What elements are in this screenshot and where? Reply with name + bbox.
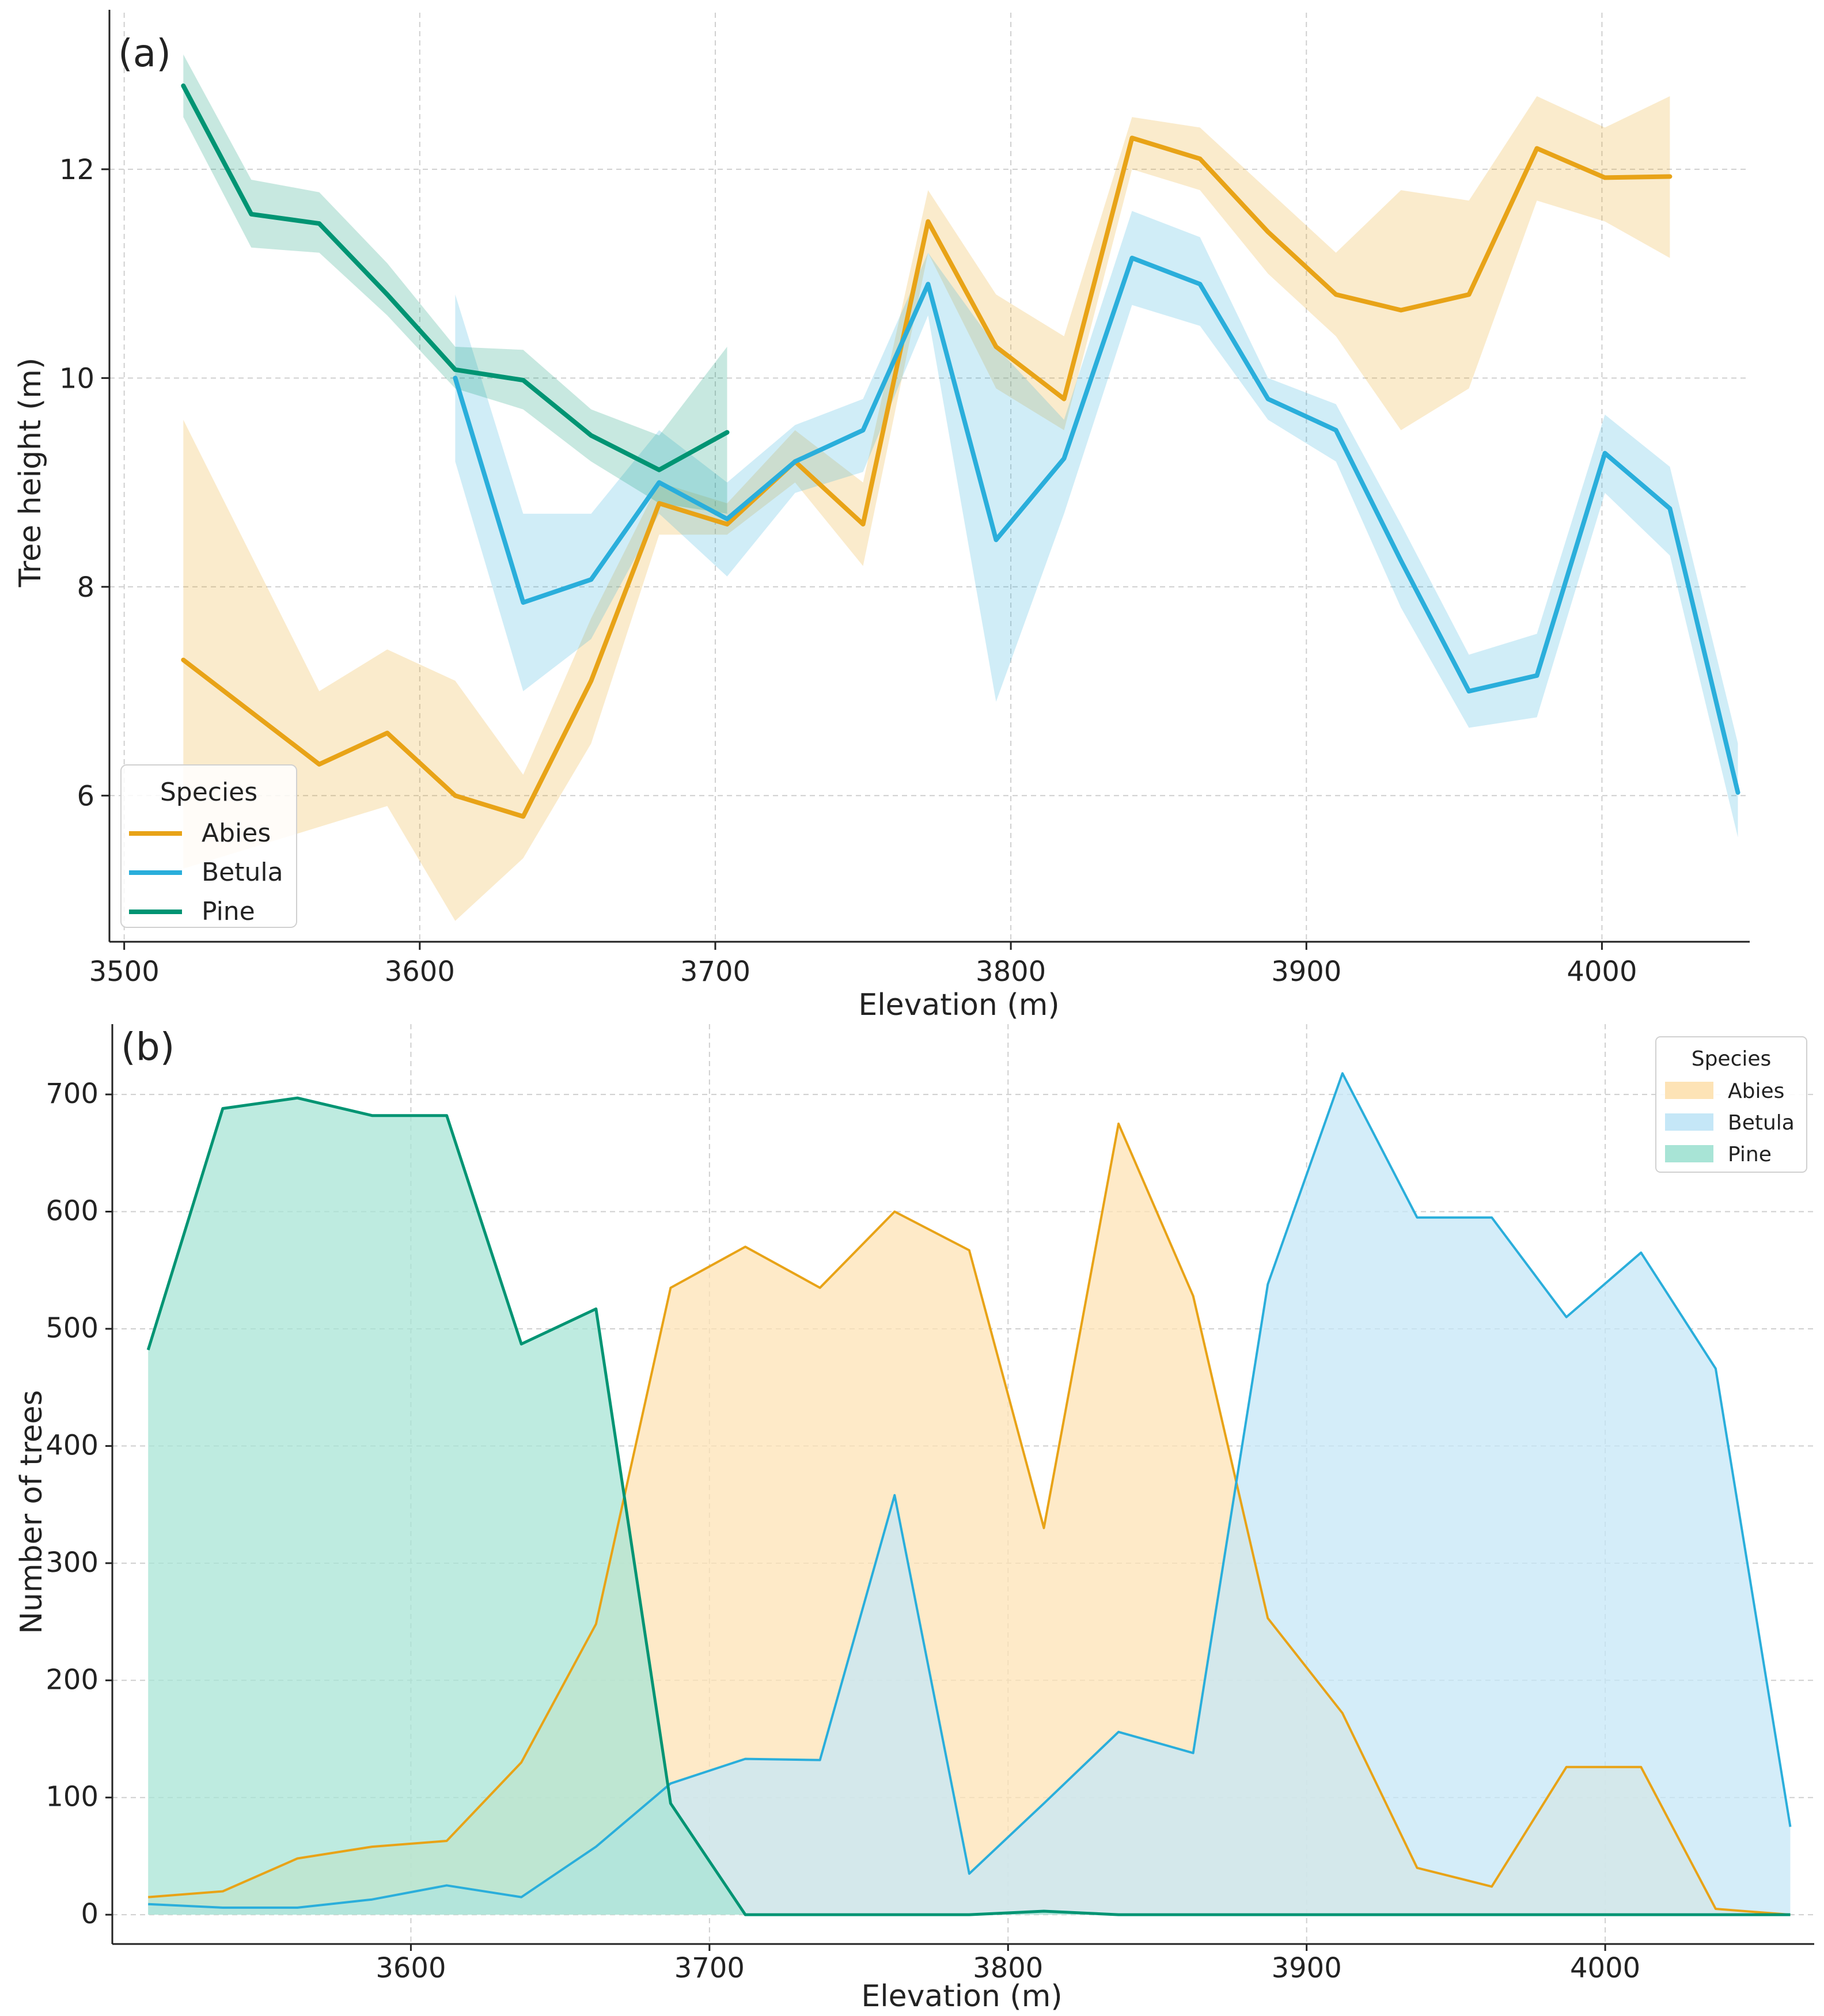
panel-a-y-axis-label: Tree height (m): [13, 358, 48, 588]
panel-a-legend-box: [120, 764, 297, 928]
panel-a-y-tick-label: 8: [77, 571, 94, 604]
panel-b-tag: (b): [121, 1025, 175, 1069]
panel-b-legend-label-betula: Betula: [1728, 1111, 1795, 1135]
panel-b-y-tick-label: 500: [45, 1312, 98, 1344]
panel-b-x-axis-label: Elevation (m): [861, 1979, 1062, 2014]
panel-b-area-betula: [148, 1073, 1791, 1915]
panel-a-tick-labels: 3500 3600 3700 3800 3900 4000 6 8 10 12: [59, 154, 1637, 988]
panel-a-x-axis-label: Elevation (m): [858, 988, 1059, 1022]
panel-b-area-fills: [148, 1073, 1791, 1915]
panel-b-series-outlines: [146, 1072, 1792, 1916]
panel-b-area-pine: [148, 1098, 1791, 1915]
panel-a-x-tick-label: 3500: [89, 956, 160, 988]
panel-b-y-tick-label: 0: [81, 1898, 98, 1930]
panel-a-x-tick-label: 3600: [385, 956, 455, 988]
panel-a-ci-band-pine: [183, 54, 727, 514]
panel-a-series-line-betula: [453, 255, 1740, 795]
panel-b-y-tick-label: 700: [45, 1078, 98, 1110]
panel-a-y-tick-label: 10: [59, 362, 94, 395]
panel-b-x-tick-label: 3600: [376, 1952, 446, 1984]
panel-a-tag: (a): [118, 31, 171, 75]
panel-a-ci-band-abies: [183, 96, 1670, 921]
panel-b-x-tick-label: 4000: [1570, 1952, 1640, 1984]
panel-b-legend: Species Abies Betula Pine: [1655, 1036, 1807, 1173]
panel-a-tree-height-chart: 3500 3600 3700 3800 3900 4000 6 8 10 12 (a) Eleva…: [13, 10, 1750, 1022]
panel-a-axes: [108, 10, 1750, 943]
panel-b-y-tick-label: 100: [45, 1781, 98, 1813]
panel-b-axes: [111, 1024, 1814, 1945]
panel-a-confidence-bands: [183, 54, 1738, 921]
panel-a-legend-label-betula: Betula: [202, 858, 283, 887]
panel-b-x-tick-label: 3900: [1272, 1952, 1342, 1984]
panel-b-y-tick-label: 300: [45, 1547, 98, 1579]
panel-b-legend-label-abies: Abies: [1728, 1079, 1784, 1103]
panel-a-legend-label-abies: Abies: [202, 818, 271, 848]
panel-b-legend-swatch-pine: [1665, 1145, 1713, 1162]
panel-b-legend-swatch-betula: [1665, 1113, 1713, 1131]
panel-b-legend-title: Species: [1692, 1047, 1772, 1071]
panel-b-legend-label-pine: Pine: [1728, 1143, 1772, 1166]
panel-b-legend-box: [1655, 1036, 1807, 1173]
panel-b-legend-swatch-abies: [1665, 1082, 1713, 1099]
panel-a-grid: [109, 13, 1750, 942]
panel-a-x-tick-label: 3700: [680, 956, 750, 988]
panel-b-y-tick-label: 600: [45, 1195, 98, 1227]
panel-a-legend: Species Abies Betula Pine: [120, 764, 297, 928]
panel-a-y-tick-label: 12: [59, 154, 94, 186]
panel-a-x-tick-label: 3800: [976, 956, 1046, 988]
panel-b-tree-count-chart: 3600 3700 3800 3900 4000 0 100 200 300 400 500 600 7…: [14, 1024, 1814, 2014]
panel-b-y-axis-label: Number of trees: [14, 1390, 49, 1634]
panel-a-y-tick-label: 6: [77, 780, 94, 812]
panel-a-series-lines: [181, 83, 1740, 819]
panel-a-x-tick-label: 4000: [1567, 956, 1637, 988]
panel-b-x-tick-label: 3800: [973, 1952, 1043, 1984]
panel-b-y-tick-label: 400: [45, 1429, 98, 1461]
panel-a-x-tick-label: 3900: [1271, 956, 1341, 988]
panel-a-legend-title: Species: [160, 778, 257, 807]
panel-b-y-tick-label: 200: [45, 1663, 98, 1696]
panel-a-ci-band-betula: [455, 211, 1738, 838]
panel-b-tick-labels: 3600 3700 3800 3900 4000 0 100 200 300 400 500 600 7…: [45, 1078, 1640, 1984]
panel-b-x-tick-label: 3700: [674, 1952, 745, 1984]
panel-a-legend-label-pine: Pine: [202, 897, 255, 926]
